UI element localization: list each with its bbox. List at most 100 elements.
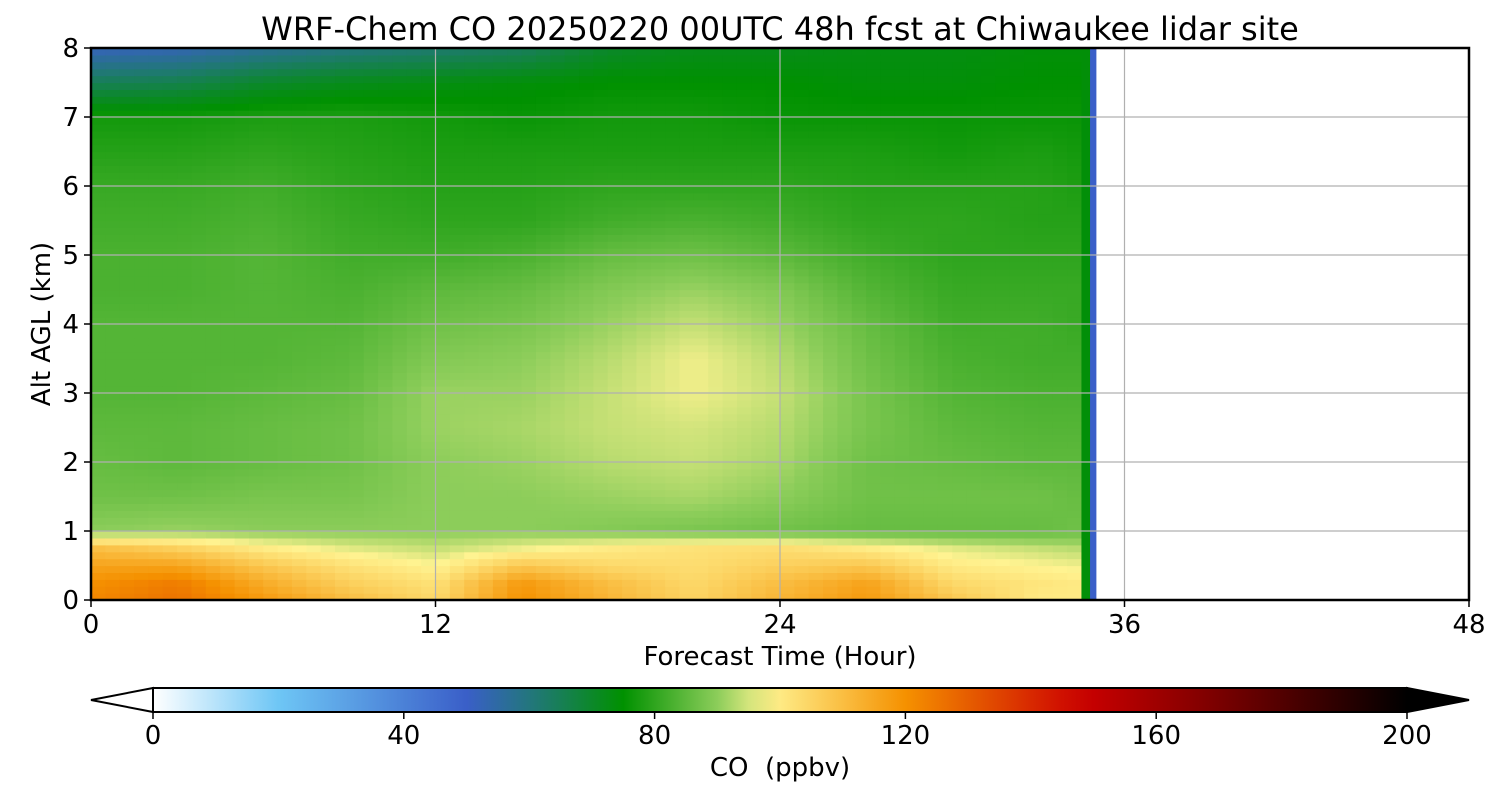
- heat-cell: [205, 158, 221, 166]
- heat-cell: [794, 531, 810, 539]
- heat-cell: [91, 399, 106, 408]
- heat-cell: [679, 296, 695, 304]
- heat-cell: [306, 524, 322, 532]
- heat-cell: [507, 379, 523, 387]
- heat-cell: [306, 544, 322, 553]
- heat-cell: [507, 393, 523, 401]
- heat-cell: [909, 551, 925, 560]
- heat-cell: [923, 289, 939, 297]
- heat-cell: [162, 130, 178, 139]
- heat-cell: [937, 275, 953, 284]
- heat-cell: [521, 434, 537, 442]
- heat-cell: [780, 358, 795, 366]
- heat-cell: [550, 220, 566, 228]
- heat-cell: [191, 358, 207, 366]
- heat-cell: [406, 579, 422, 587]
- heat-cell: [91, 413, 106, 422]
- heat-cell: [622, 68, 638, 77]
- heat-cell: [291, 296, 307, 304]
- heat-cell: [449, 386, 465, 394]
- heat-cell: [966, 510, 982, 518]
- heat-cell: [435, 261, 451, 270]
- heat-cell: [119, 482, 135, 491]
- heat-cell: [579, 241, 594, 249]
- heat-cell: [492, 123, 508, 132]
- heat-cell: [765, 310, 781, 318]
- heat-cell: [205, 475, 221, 484]
- heat-cell: [191, 434, 207, 442]
- heat-cell: [693, 303, 709, 311]
- heat-cell: [234, 75, 250, 84]
- heat-cell: [622, 137, 638, 146]
- heat-cell: [492, 531, 508, 539]
- heat-cell: [579, 213, 594, 222]
- heat-cell: [823, 324, 839, 332]
- heat-cell: [119, 54, 135, 63]
- heat-cell: [780, 544, 795, 553]
- heat-cell: [91, 565, 106, 573]
- heat-cell: [421, 455, 437, 463]
- heat-cell: [736, 393, 752, 401]
- heat-cell: [909, 96, 925, 104]
- heat-cell: [277, 558, 293, 567]
- heat-cell: [780, 524, 795, 532]
- heat-cell: [708, 531, 724, 539]
- heat-cell: [952, 144, 968, 153]
- heat-cell: [866, 54, 882, 63]
- heat-cell: [91, 192, 106, 201]
- heat-cell: [277, 531, 293, 539]
- heat-cell: [435, 220, 451, 228]
- heat-cell: [708, 261, 724, 270]
- heat-cell: [636, 248, 652, 256]
- heat-cell: [780, 413, 795, 422]
- heat-cell: [363, 110, 379, 118]
- heat-cell: [593, 413, 609, 422]
- heat-cell: [736, 199, 752, 208]
- heat-cell: [320, 420, 336, 429]
- heat-cell: [421, 199, 437, 208]
- heat-cell: [837, 103, 853, 111]
- heat-cell: [837, 496, 853, 504]
- heat-cell: [794, 386, 810, 394]
- heat-cell: [665, 427, 681, 435]
- heat-cell: [866, 399, 882, 408]
- heat-cell: [851, 510, 867, 518]
- heat-cell: [894, 192, 910, 201]
- heat-cell: [134, 462, 150, 470]
- heat-cell: [837, 317, 853, 325]
- heat-cell: [263, 537, 279, 546]
- heat-cell: [392, 206, 408, 215]
- heat-cell: [550, 179, 566, 187]
- heat-cell: [593, 206, 609, 215]
- heat-cell: [205, 206, 221, 215]
- heat-cell: [808, 61, 824, 70]
- heat-cell: [708, 172, 724, 180]
- heat-cell: [880, 110, 896, 118]
- heat-cell: [492, 420, 508, 429]
- heat-cell: [349, 289, 365, 297]
- heat-cell: [492, 475, 508, 484]
- heat-cell: [751, 186, 767, 194]
- heat-cell: [449, 544, 465, 553]
- heat-cell: [650, 344, 666, 353]
- heat-cell: [693, 172, 709, 180]
- heat-cell: [134, 103, 150, 111]
- heat-cell: [636, 475, 652, 484]
- heat-cell: [421, 448, 437, 456]
- heat-cell: [363, 524, 379, 532]
- heat-cell: [952, 537, 968, 546]
- heat-cell: [765, 68, 781, 77]
- heat-cell: [880, 179, 896, 187]
- heat-cell: [134, 455, 150, 463]
- heat-cell: [248, 241, 264, 249]
- heat-cell: [320, 144, 336, 153]
- heat-cell: [808, 344, 824, 353]
- heat-cell: [880, 275, 896, 284]
- heat-cell: [263, 172, 279, 180]
- heat-cell: [248, 130, 264, 139]
- heat-cell: [191, 220, 207, 228]
- heat-cell: [966, 372, 982, 380]
- heat-cell: [234, 68, 250, 77]
- heat-cell: [191, 593, 207, 600]
- heat-cell: [277, 310, 293, 318]
